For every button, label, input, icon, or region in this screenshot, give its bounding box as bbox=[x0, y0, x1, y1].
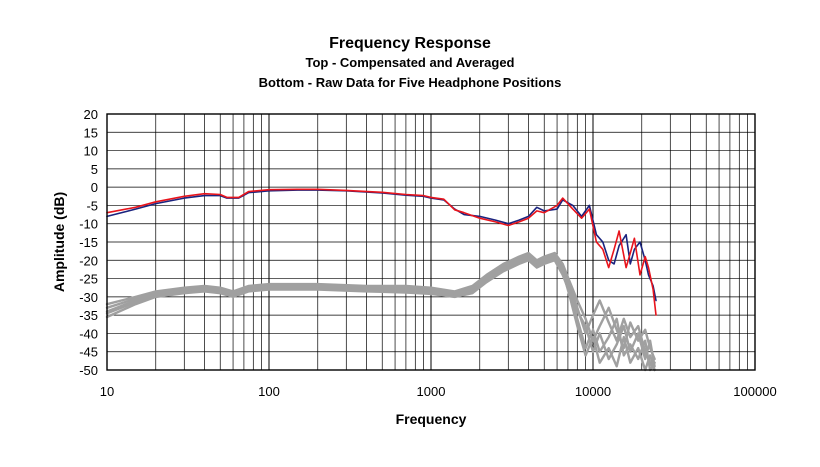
x-tick-label: 10 bbox=[100, 384, 114, 399]
raw-data-line bbox=[105, 253, 656, 368]
y-tick-label: 10 bbox=[84, 144, 98, 159]
series-layer bbox=[105, 188, 657, 372]
compensated-line bbox=[106, 189, 657, 302]
y-axis-label: Amplitude (dB) bbox=[51, 192, 67, 292]
x-axis-label: Frequency bbox=[396, 411, 467, 427]
x-tick-label: 100 bbox=[258, 384, 280, 399]
x-tick-label: 10000 bbox=[575, 384, 611, 399]
plot-border bbox=[106, 113, 756, 371]
y-tick-label: -25 bbox=[79, 272, 98, 287]
chart-subtitle-bottom: Bottom - Raw Data for Five Headphone Pos… bbox=[259, 75, 562, 90]
compensated-line bbox=[106, 188, 657, 316]
y-tick-label: -30 bbox=[79, 290, 98, 305]
y-tick-label: -40 bbox=[79, 326, 98, 341]
y-tick-label: -20 bbox=[79, 253, 98, 268]
y-tick-labels: 20 15 10 5 0 -5 -10 -15 -20 -25 -30 -35 -40 -45 -50 bbox=[79, 107, 98, 378]
y-tick-label: -45 bbox=[79, 345, 98, 360]
raw-data-line bbox=[105, 255, 656, 372]
x-tick-label: 100000 bbox=[733, 384, 776, 399]
y-tick-label: 15 bbox=[84, 125, 98, 140]
x-tick-labels: 10 100 1000 10000 100000 bbox=[100, 384, 777, 399]
x-tick-label: 1000 bbox=[417, 384, 446, 399]
grid bbox=[107, 114, 755, 370]
y-tick-label: 20 bbox=[84, 107, 98, 122]
y-tick-label: -35 bbox=[79, 308, 98, 323]
chart-title: Frequency Response bbox=[329, 35, 491, 52]
raw-data-line bbox=[105, 257, 656, 372]
raw-data-line bbox=[105, 251, 656, 361]
y-tick-label: -5 bbox=[86, 198, 98, 213]
y-tick-label: -15 bbox=[79, 235, 98, 250]
y-tick-label: -50 bbox=[79, 363, 98, 378]
y-tick-label: 5 bbox=[91, 162, 98, 177]
y-tick-label: -10 bbox=[79, 217, 98, 232]
y-tick-label: 0 bbox=[91, 180, 98, 195]
chart-subtitle-top: Top - Compensated and Averaged bbox=[306, 55, 515, 70]
